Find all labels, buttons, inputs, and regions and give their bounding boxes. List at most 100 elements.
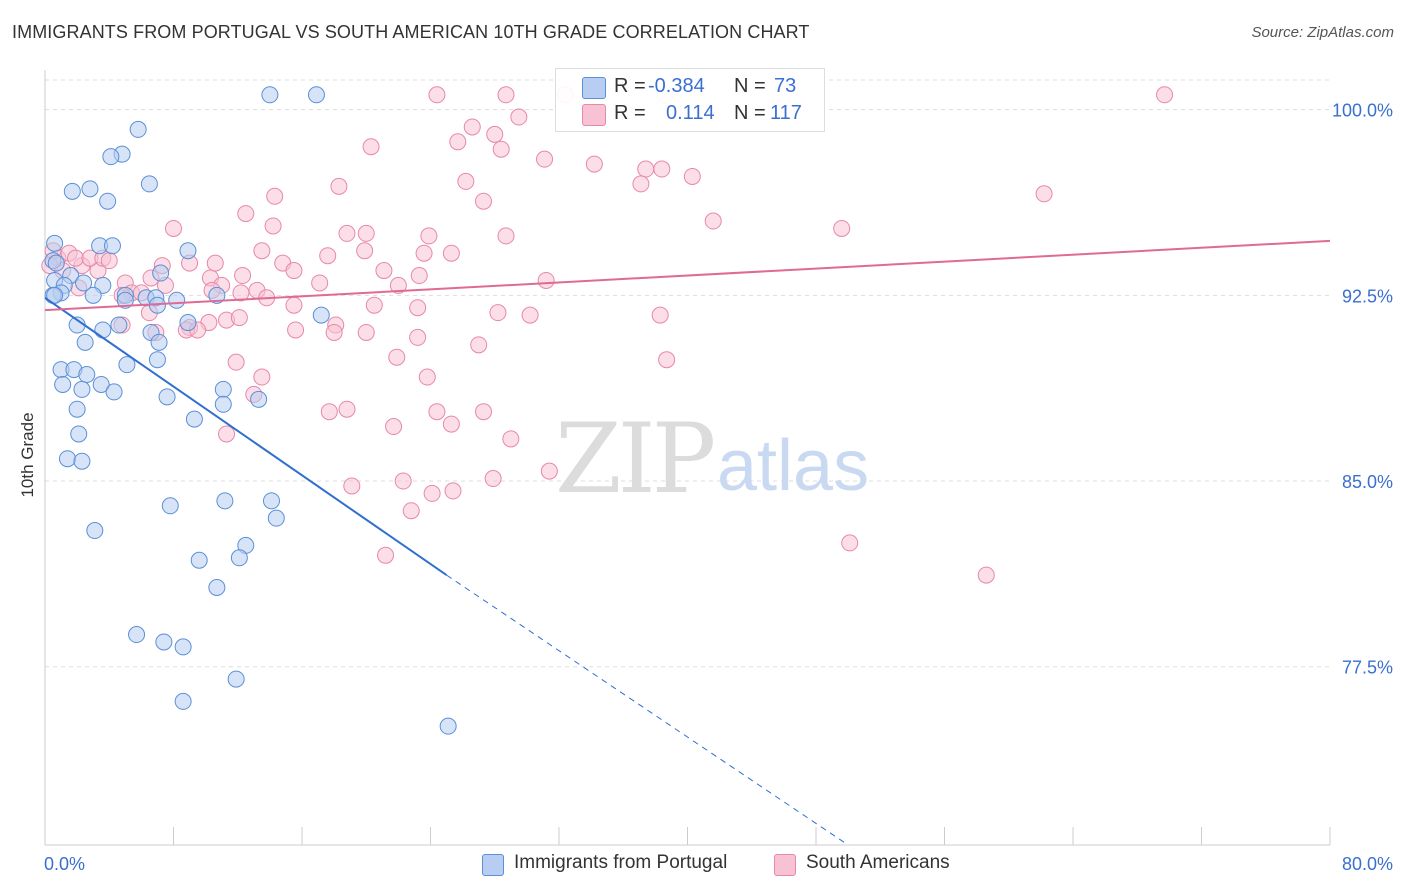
data-point-south-americans (330, 177, 348, 195)
trendline-extension-immigrants-from-portugal (446, 574, 849, 846)
data-point-south-americans (977, 566, 995, 584)
data-point-immigrants-from-portugal (214, 380, 232, 398)
data-point-south-americans (237, 205, 255, 223)
data-point-south-americans (385, 418, 403, 436)
trendline-immigrants-from-portugal (44, 296, 448, 576)
data-point-immigrants-from-portugal (78, 366, 96, 384)
data-point-south-americans (489, 304, 507, 322)
legend-swatch-blue (582, 77, 606, 99)
data-point-south-americans (266, 187, 284, 205)
data-point-south-americans (320, 403, 338, 421)
data-point-south-americans (492, 140, 510, 158)
data-point-south-americans (442, 415, 460, 433)
legend-label-south-americans: South Americans (806, 852, 950, 873)
watermark-atlas: atlas (717, 426, 869, 506)
data-point-immigrants-from-portugal (174, 638, 192, 656)
data-point-immigrants-from-portugal (103, 237, 121, 255)
data-point-immigrants-from-portugal (155, 633, 173, 651)
data-point-south-americans (637, 160, 655, 178)
data-point-immigrants-from-portugal (92, 375, 110, 393)
tick-labels: 100.0% 92.5% 85.0% 77.5% 0.0% 80.0% (44, 101, 1393, 874)
data-point-south-americans (585, 155, 603, 173)
data-point-south-americans (227, 353, 245, 371)
legend-swatch-pink (774, 854, 796, 876)
data-point-south-americans (375, 262, 393, 280)
data-point-south-americans (463, 118, 481, 136)
legend-swatch-blue (482, 854, 504, 876)
data-point-immigrants-from-portugal (152, 264, 170, 282)
data-point-immigrants-from-portugal (161, 497, 179, 515)
data-point-immigrants-from-portugal (150, 333, 168, 351)
data-point-immigrants-from-portugal (81, 180, 99, 198)
data-point-south-americans (833, 219, 851, 237)
data-point-south-americans (442, 244, 460, 262)
data-point-south-americans (319, 247, 337, 265)
data-point-south-americans (415, 244, 433, 262)
data-point-immigrants-from-portugal (76, 333, 94, 351)
data-point-south-americans (232, 284, 250, 302)
data-point-south-americans (357, 323, 375, 341)
data-point-immigrants-from-portugal (73, 380, 91, 398)
data-point-south-americans (377, 546, 395, 564)
data-point-south-americans (338, 224, 356, 242)
axes (44, 70, 1331, 846)
data-point-south-americans (632, 175, 650, 193)
data-point-south-americans (311, 274, 329, 292)
data-point-south-americans (449, 133, 467, 151)
data-point-immigrants-from-portugal (68, 400, 86, 418)
data-point-south-americans (253, 368, 271, 386)
data-point-immigrants-from-portugal (227, 670, 245, 688)
data-point-immigrants-from-portugal (168, 291, 186, 309)
legend-r-label: R = (614, 75, 646, 97)
data-point-south-americans (402, 502, 420, 520)
data-point-immigrants-from-portugal (105, 383, 123, 401)
data-point-south-americans (343, 477, 361, 495)
data-point-south-americans (409, 328, 427, 346)
data-point-immigrants-from-portugal (140, 175, 158, 193)
data-point-south-americans (428, 86, 446, 104)
watermark-zip: ZIP (555, 403, 714, 515)
data-point-immigrants-from-portugal (129, 120, 147, 138)
series-immigrants-from-portugal (44, 86, 457, 735)
trendlines (44, 239, 1331, 846)
legend-label-portugal: Immigrants from Portugal (514, 852, 728, 873)
data-point-immigrants-from-portugal (63, 182, 81, 200)
data-point-south-americans (356, 242, 374, 260)
data-point-immigrants-from-portugal (216, 492, 234, 510)
data-point-south-americans (287, 321, 305, 339)
data-point-immigrants-from-portugal (214, 395, 232, 413)
data-point-south-americans (540, 462, 558, 480)
data-point-immigrants-from-portugal (58, 450, 76, 468)
data-point-immigrants-from-portugal (261, 86, 279, 104)
data-point-immigrants-from-portugal (84, 286, 102, 304)
data-point-south-americans (444, 482, 462, 500)
data-point-immigrants-from-portugal (307, 86, 325, 104)
legend-n-label: N = (734, 102, 766, 124)
data-point-south-americans (683, 167, 701, 185)
data-point-immigrants-from-portugal (46, 234, 64, 252)
data-point-south-americans (502, 430, 520, 448)
data-point-immigrants-from-portugal (148, 351, 166, 369)
data-point-immigrants-from-portugal (208, 578, 226, 596)
data-point-south-americans (67, 249, 85, 267)
data-point-immigrants-from-portugal (128, 626, 146, 644)
data-point-immigrants-from-portugal (116, 291, 134, 309)
data-point-south-americans (409, 299, 427, 317)
data-point-south-americans (357, 224, 375, 242)
data-point-south-americans (658, 351, 676, 369)
chart-title: IMMIGRANTS FROM PORTUGAL VS SOUTH AMERIC… (12, 22, 810, 42)
data-point-immigrants-from-portugal (158, 388, 176, 406)
data-point-south-americans (362, 138, 380, 156)
legend-r-value: 0.114 (666, 102, 715, 124)
data-point-immigrants-from-portugal (250, 390, 268, 408)
data-point-south-americans (100, 252, 118, 270)
correlation-legend: R = -0.384 N = 73 R = 0.114 N = 117 (555, 68, 825, 132)
data-point-immigrants-from-portugal (208, 286, 226, 304)
data-point-south-americans (497, 227, 515, 245)
data-point-south-americans (218, 425, 236, 443)
data-point-south-americans (704, 212, 722, 230)
data-point-immigrants-from-portugal (47, 254, 65, 272)
data-point-immigrants-from-portugal (439, 717, 457, 735)
legend-n-label: N = (734, 75, 766, 97)
data-point-south-americans (497, 86, 515, 104)
